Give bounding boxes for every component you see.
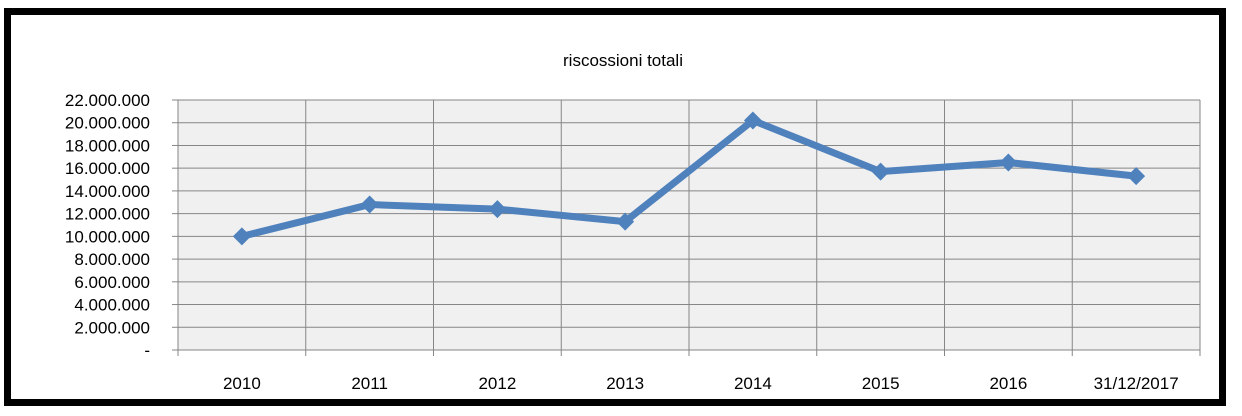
axes — [172, 99, 1201, 356]
y-tick-label: 10.000.000 — [65, 227, 150, 246]
data-point-marker — [871, 162, 890, 181]
x-tick-label: 31/12/2017 — [1094, 374, 1179, 393]
y-tick-label: 4.000.000 — [74, 296, 150, 315]
y-tick-label: 6.000.000 — [74, 273, 150, 292]
data-point-marker — [232, 227, 251, 246]
x-axis-ticks: 2010 2011 2012 2013 2014 2015 2016 31/12/2017 — [223, 374, 1179, 393]
y-axis-ticks: - 2.000.000 4.000.000 6.000.000 8.000.000 10.… — [65, 91, 150, 360]
x-tick-label: 2011 — [351, 374, 388, 393]
data-point-marker — [488, 200, 507, 219]
x-tick-label: 2013 — [606, 374, 644, 393]
y-tick-label: 20.000.000 — [65, 114, 150, 133]
chart-title: riscossioni totali — [563, 51, 683, 70]
y-tick-label: 8.000.000 — [74, 250, 150, 269]
data-point-marker — [1127, 167, 1146, 186]
series-group — [232, 111, 1146, 246]
data-point-marker — [360, 195, 379, 214]
y-tick-label: 16.000.000 — [65, 159, 150, 178]
y-tick-label: 2.000.000 — [74, 318, 150, 337]
gridlines — [178, 99, 1201, 350]
data-point-marker — [999, 153, 1018, 172]
y-tick-label: 14.000.000 — [65, 182, 150, 201]
series-line — [238, 116, 1140, 240]
y-tick-label: 12.000.000 — [65, 205, 150, 224]
x-tick-label: 2015 — [862, 374, 900, 393]
x-tick-label: 2012 — [478, 374, 516, 393]
y-tick-label: 22.000.000 — [65, 91, 150, 110]
data-point-marker — [616, 212, 635, 231]
x-tick-label: 2014 — [734, 374, 772, 393]
y-tick-label: - — [144, 341, 150, 360]
x-tick-label: 2016 — [989, 374, 1027, 393]
data-point-marker — [743, 111, 762, 130]
x-tick-label: 2010 — [223, 374, 261, 393]
y-tick-label: 18.000.000 — [65, 136, 150, 155]
